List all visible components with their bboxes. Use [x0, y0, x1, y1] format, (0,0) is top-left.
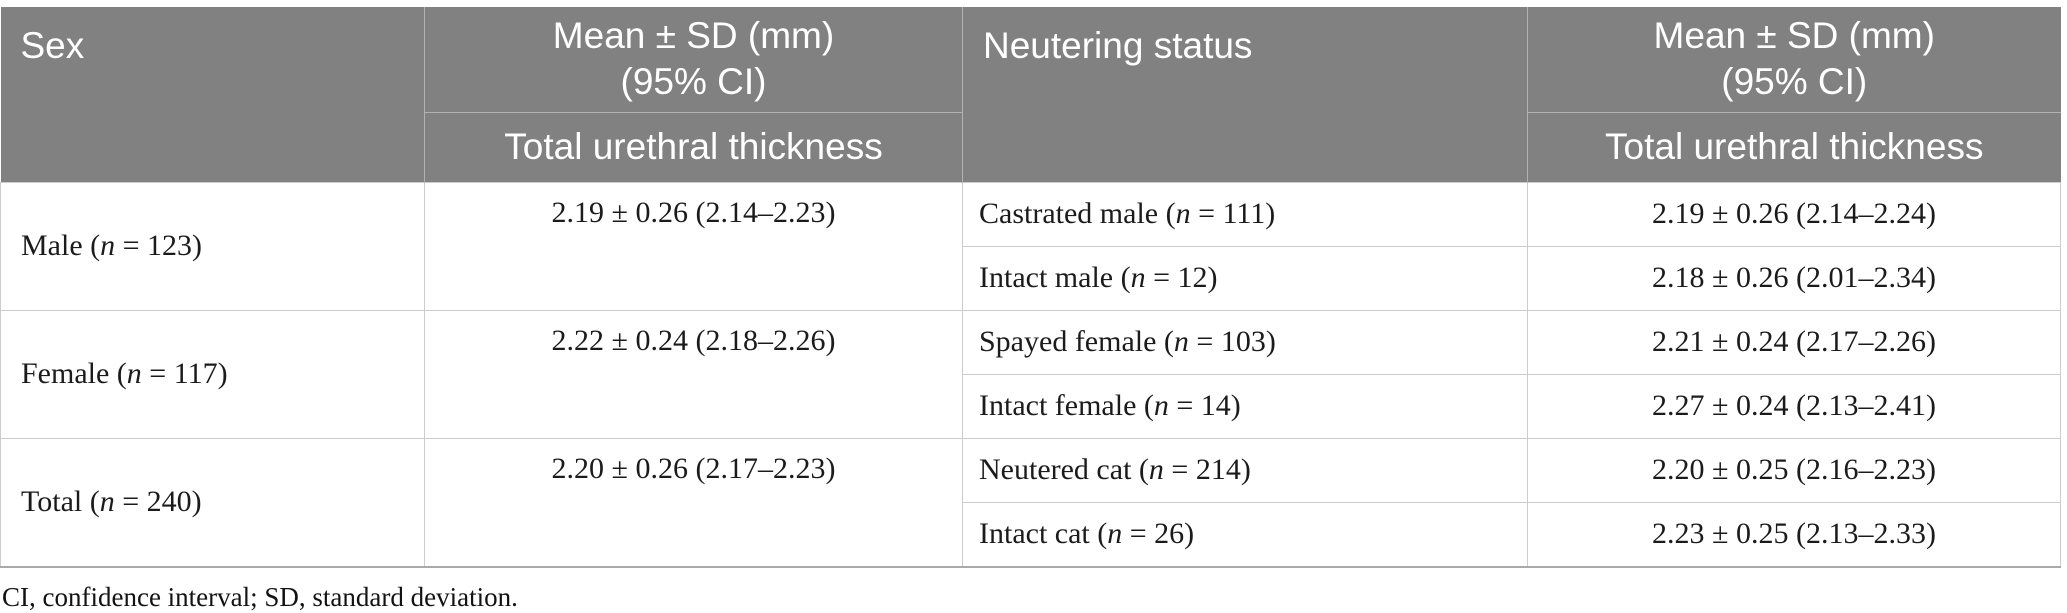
sex-group-label-male: Male (n = 123) [0, 181, 425, 311]
sex-value-cell: 2.22 ± 0.24 (2.18–2.26) [424, 309, 963, 439]
n-symbol: n [99, 485, 115, 518]
label-text: = 111) [1190, 197, 1276, 230]
sex-group-label-total: Total (n = 240) [0, 437, 425, 567]
status-label: Neutered cat (n = 214) [962, 437, 1528, 503]
label-text: Neutered cat ( [979, 453, 1149, 486]
label-text: Female ( [21, 357, 127, 390]
status-label: Spayed female (n = 103) [962, 309, 1528, 375]
status-label: Intact cat (n = 26) [962, 501, 1528, 567]
urethral-thickness-table: Sex Mean ± SD (mm) (95% CI) Neutering st… [0, 7, 2061, 568]
header-mean-line1: Mean ± SD (mm) [1653, 15, 1935, 56]
status-value-cell: 2.20 ± 0.25 (2.16–2.23) [1527, 437, 2061, 503]
subheader-total-urethral-thickness-neutering: Total urethral thickness [1527, 111, 2061, 182]
status-value-cell: 2.21 ± 0.24 (2.17–2.26) [1527, 309, 2061, 375]
n-symbol: n [1175, 197, 1191, 230]
table-row: Intact male (n = 12) 2.18 ± 0.26 (2.01–2… [1, 245, 2061, 311]
footnote: CI, confidence interval; SD, standard de… [2, 581, 518, 612]
table-row: Intact cat (n = 26) 2.23 ± 0.25 (2.13–2.… [1, 501, 2061, 567]
n-symbol: n [1107, 517, 1123, 550]
col-header-sex: Sex [0, 7, 425, 182]
status-value-cell: 2.18 ± 0.26 (2.01–2.34) [1527, 245, 2061, 311]
label-text: Intact male ( [979, 261, 1131, 294]
table-row: Male (n = 123) 2.19 ± 0.26 (2.14–2.23) C… [0, 181, 2061, 311]
header-mean-line1: Mean ± SD (mm) [552, 15, 835, 56]
header-row-2: Total urethral thickness Total urethral … [1, 111, 2061, 182]
status-value-cell: 2.19 ± 0.26 (2.14–2.24) [1527, 181, 2061, 247]
label-text: = 240) [114, 485, 202, 518]
label-text: = 12) [1145, 261, 1218, 294]
label-text: = 117) [141, 357, 228, 390]
label-text: Castrated male ( [979, 197, 1176, 230]
label-text: Total ( [21, 485, 100, 518]
label-text: = 103) [1188, 325, 1276, 358]
status-label: Intact male (n = 12) [962, 245, 1528, 311]
sex-value-cell: 2.19 ± 0.26 (2.14–2.23) [424, 181, 963, 311]
label-text: = 123) [115, 229, 203, 262]
header-mean-line2: (95% CI) [620, 61, 767, 103]
n-symbol: n [100, 229, 116, 262]
n-symbol: n [1153, 389, 1169, 422]
n-symbol: n [1148, 453, 1164, 486]
status-label: Castrated male (n = 111) [962, 181, 1528, 247]
table-header: Sex Mean ± SD (mm) (95% CI) Neutering st… [0, 7, 2061, 182]
header-mean-line2: (95% CI) [1721, 61, 1868, 103]
label-text: Intact female ( [979, 389, 1154, 422]
sex-value-cell: 2.20 ± 0.26 (2.17–2.23) [424, 437, 963, 567]
n-symbol: n [126, 357, 142, 390]
status-label: Intact female (n = 14) [962, 373, 1528, 439]
col-header-mean-sd-neutering: Mean ± SD (mm) (95% CI) [1527, 7, 2061, 112]
col-header-neutering-status: Neutering status [962, 7, 1528, 182]
header-row-1: Sex Mean ± SD (mm) (95% CI) Neutering st… [0, 7, 2061, 182]
n-symbol: n [1173, 325, 1189, 358]
n-symbol: n [1130, 261, 1146, 294]
label-text: Intact cat ( [979, 517, 1108, 550]
table-body: Male (n = 123) 2.19 ± 0.26 (2.14–2.23) C… [0, 181, 2061, 567]
table-row: Intact female (n = 14) 2.27 ± 0.24 (2.13… [1, 373, 2061, 439]
label-text: = 26) [1122, 517, 1195, 550]
subheader-total-urethral-thickness-sex: Total urethral thickness [424, 111, 963, 182]
label-text: = 14) [1168, 389, 1241, 422]
col-header-mean-sd-sex: Mean ± SD (mm) (95% CI) [424, 7, 963, 112]
label-text: Spayed female ( [979, 325, 1174, 358]
status-value-cell: 2.27 ± 0.24 (2.13–2.41) [1527, 373, 2061, 439]
table-row: Female (n = 117) 2.22 ± 0.24 (2.18–2.26)… [0, 309, 2061, 439]
label-text: Male ( [21, 229, 101, 262]
status-value-cell: 2.23 ± 0.25 (2.13–2.33) [1527, 501, 2061, 567]
label-text: = 214) [1163, 453, 1251, 486]
table-row: Total (n = 240) 2.20 ± 0.26 (2.17–2.23) … [0, 437, 2061, 567]
sex-group-label-female: Female (n = 117) [0, 309, 425, 439]
